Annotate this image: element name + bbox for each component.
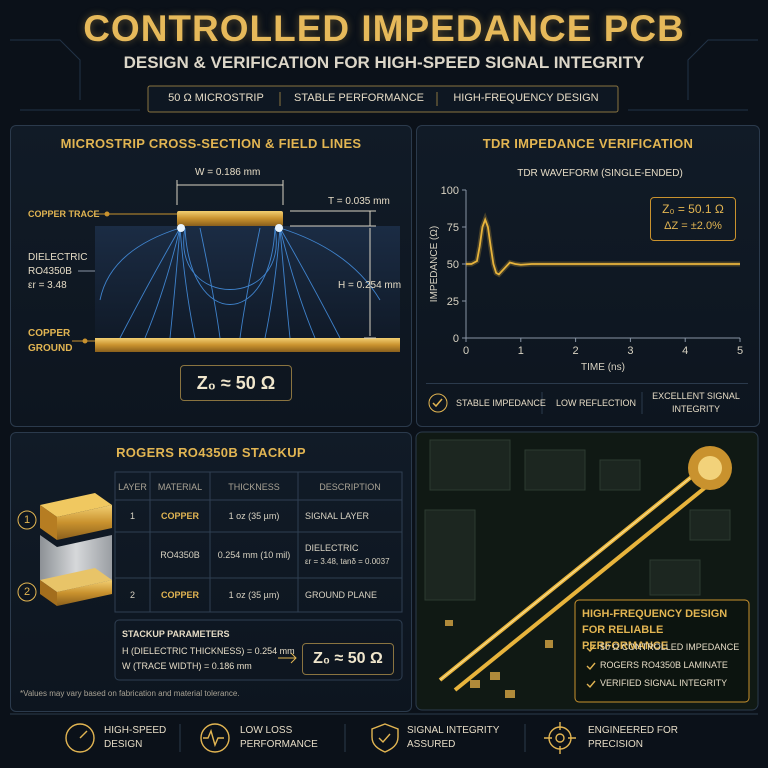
table-cell: 1 oz (35 µm)	[228, 511, 280, 521]
table-cell: 1 oz (35 µm)	[228, 590, 280, 600]
dielectric-label: DIELECTRIC	[28, 252, 88, 263]
ground-label: COPPER	[28, 328, 71, 339]
table-cell: 0.254 mm (10 mil)	[217, 550, 291, 560]
table-cell: RO4350B	[160, 550, 200, 560]
tag: 50 Ω MICROSTRIP	[168, 92, 264, 104]
panel-title: ROGERS RO4350B STACKUP	[116, 445, 306, 460]
ground-label: GROUND	[28, 343, 73, 354]
tag: HIGH-FREQUENCY DESIGN	[453, 92, 599, 104]
table-cell: DIELECTRIC	[305, 543, 359, 553]
impedance-result: Z₀ ≈ 50 Ω	[302, 643, 394, 675]
title: CONTROLLED IMPEDANCE PCB	[83, 8, 685, 49]
separator	[426, 383, 748, 384]
table-cell: 1	[129, 511, 135, 521]
panel-title: TDR IMPEDANCE VERIFICATION	[482, 136, 694, 151]
parameters-title: STACKUP PARAMETERS	[122, 629, 230, 639]
info-item: VERIFIED SIGNAL INTEGRITY	[600, 678, 728, 688]
table-cell: 2	[129, 590, 135, 600]
footer-feature: ENGINEERED FOR PRECISION	[588, 725, 679, 750]
footer-feature: SIGNAL INTEGRITY ASSURED	[407, 725, 500, 750]
tag-bar	[147, 85, 619, 113]
footer-feature: LOW LOSS PERFORMANCE	[240, 725, 318, 750]
info-item: ROGERS RO4350B LAMINATE	[600, 660, 728, 670]
table-cell: εr = 3.48, tanδ = 0.0037	[305, 557, 390, 566]
width-label: W = 0.186 mm	[195, 167, 261, 178]
annotation: ΔZ = ±2.0%	[664, 220, 722, 232]
feature: EXCELLENT SIGNAL INTEGRITY	[652, 391, 740, 414]
components	[424, 439, 731, 601]
parameter: H (DIELECTRIC THICKNESS) = 0.254 mm	[122, 646, 295, 656]
parameter: W (TRACE WIDTH) = 0.186 mm	[122, 661, 252, 671]
thickness-label: T = 0.035 mm	[328, 196, 390, 207]
feature: LOW REFLECTION	[556, 398, 637, 408]
layer-marker-label: 1	[23, 514, 31, 526]
impedance-result: Z₀ ≈ 50 Ω	[180, 365, 292, 401]
tdr-panel: TDR IMPEDANCE VERIFICATION	[416, 125, 760, 427]
table-header: MATERIAL	[157, 482, 203, 492]
footer-feature: HIGH-SPEED DESIGN	[104, 725, 167, 750]
info-title: HIGH-FREQUENCY DESIGN FOR RELIABLE PERFO…	[582, 608, 728, 652]
subtitle: DESIGN & VERIFICATION FOR HIGH-SPEED SIG…	[123, 53, 645, 72]
table-header: LAYER	[118, 482, 147, 492]
feature: STABLE IMPEDANCE	[456, 398, 546, 408]
annotation: Z₀ = 50.1 Ω	[662, 202, 724, 216]
check-icons	[586, 644, 596, 689]
footnote: *Values may vary based on fabrication an…	[20, 689, 240, 698]
table-cell: COPPER	[160, 511, 199, 521]
table-cell: COPPER	[160, 590, 199, 600]
annotation-box	[650, 197, 736, 241]
table-cell: GROUND PLANE	[305, 590, 378, 600]
height-label: H = 0.254 mm	[338, 280, 402, 291]
info-item: 50 Ω CONTROLLED IMPEDANCE	[600, 642, 740, 652]
table-header: THICKNESS	[228, 482, 280, 492]
chart-title: TDR WAVEFORM (SINGLE-ENDED)	[517, 168, 683, 179]
info-box	[574, 599, 750, 703]
dielectric-material: RO4350B	[28, 266, 72, 277]
table-cell: SIGNAL LAYER	[305, 511, 370, 521]
dielectric-er: εr = 3.48	[28, 280, 67, 291]
tag: STABLE PERFORMANCE	[294, 92, 424, 104]
trace	[453, 480, 714, 692]
connector	[698, 456, 722, 480]
decor-lines	[10, 39, 758, 111]
layer-marker-label: 2	[23, 586, 31, 598]
trace-label: COPPER TRACE	[28, 209, 100, 219]
trace-highlight	[439, 469, 701, 681]
table-header: DESCRIPTION	[319, 482, 381, 492]
panel-title: MICROSTRIP CROSS-SECTION & FIELD LINES	[60, 136, 362, 151]
